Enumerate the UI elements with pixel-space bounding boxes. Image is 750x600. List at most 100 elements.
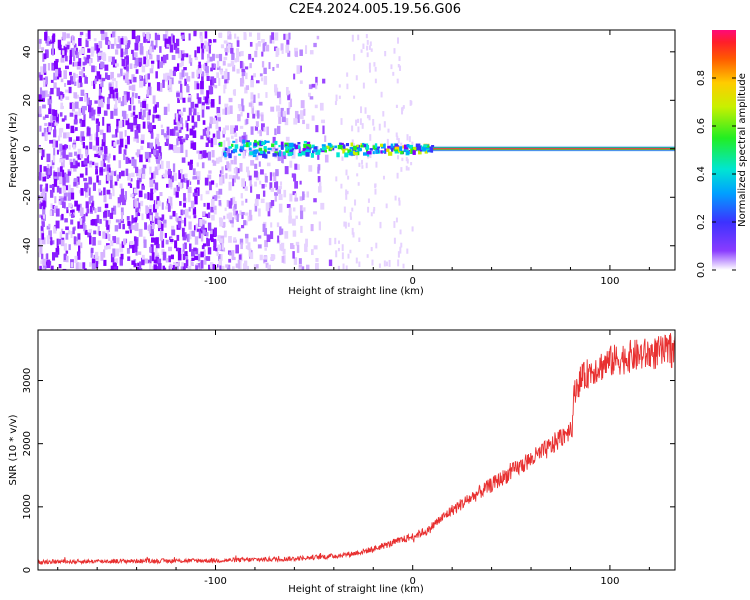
heatmap-cell <box>373 206 376 211</box>
heatmap-cell <box>92 182 97 191</box>
heatmap-cell <box>93 65 97 72</box>
heatmap-cell <box>132 111 136 116</box>
heatmap-cell <box>313 149 317 152</box>
heatmap-cell <box>102 163 106 167</box>
heatmap-cell <box>94 251 99 259</box>
heatmap-cell <box>346 72 349 77</box>
heatmap-cell <box>249 151 254 156</box>
heatmap-cell <box>428 146 433 152</box>
heatmap-cell <box>94 162 99 169</box>
heatmap-cell <box>276 63 279 68</box>
heatmap-cell <box>213 205 217 215</box>
heatmap-cell <box>184 254 189 260</box>
heatmap-cell <box>154 182 159 191</box>
heatmap-cell <box>151 237 155 243</box>
heatmap-cell <box>263 67 267 75</box>
heatmap-cell <box>188 206 191 212</box>
heatmap-cell <box>294 163 298 170</box>
heatmap-cell <box>206 214 210 219</box>
heatmap-cell <box>162 219 167 224</box>
heatmap-cell <box>228 258 232 263</box>
heatmap-cell <box>221 241 224 250</box>
heatmap-cell <box>167 203 171 212</box>
heatmap-cell <box>92 237 96 246</box>
heatmap-cell <box>196 69 199 78</box>
heatmap-cell <box>180 249 185 254</box>
heatmap-cell <box>98 146 103 156</box>
heatmap-cell <box>178 62 183 68</box>
heatmap-cell <box>44 31 48 41</box>
heatmap-cell <box>232 89 236 95</box>
heatmap-cell <box>345 169 348 176</box>
heatmap-cell <box>283 255 286 264</box>
heatmap-cell <box>372 151 375 155</box>
heatmap-cell <box>245 85 250 90</box>
heatmap-cell <box>369 153 372 159</box>
heatmap-cell <box>157 263 162 270</box>
heatmap-cell <box>171 265 175 270</box>
heatmap-cell <box>152 179 156 184</box>
heatmap-cell <box>97 180 102 186</box>
heatmap-cell <box>173 119 178 125</box>
heatmap-cell <box>106 174 110 181</box>
heatmap-cell <box>40 225 44 235</box>
heatmap-cell <box>149 193 154 201</box>
heatmap-cell <box>77 79 81 88</box>
heatmap-cell <box>200 194 203 201</box>
heatmap-cell <box>405 157 408 162</box>
heatmap-cell <box>345 265 348 270</box>
heatmap-cell <box>367 206 370 213</box>
heatmap-cell <box>373 126 376 131</box>
heatmap-cell <box>161 202 164 210</box>
heatmap-cell <box>308 92 311 97</box>
heatmap-cell <box>39 125 42 132</box>
heatmap-cell <box>134 217 138 223</box>
heatmap-cell <box>86 208 90 214</box>
heatmap-cell <box>79 97 83 102</box>
heatmap-cell <box>77 148 82 156</box>
heatmap-cell <box>74 236 78 242</box>
heatmap-cell <box>131 172 135 178</box>
heatmap-cell <box>168 255 171 263</box>
heatmap-cell <box>315 151 321 155</box>
heatmap-cell <box>103 216 108 221</box>
heatmap-cell <box>287 50 291 57</box>
heatmap-cell <box>310 224 314 232</box>
heatmap-cell <box>101 96 105 103</box>
heatmap-cell <box>147 259 151 264</box>
heatmap-cell <box>180 266 183 270</box>
heatmap-cell <box>279 97 282 105</box>
heatmap-cell <box>283 189 287 198</box>
heatmap-cell <box>44 90 48 97</box>
heatmap-cell <box>145 73 149 83</box>
heatmap-cell <box>153 149 157 156</box>
heatmap-cell <box>142 121 146 129</box>
heatmap-cell <box>257 32 261 41</box>
heatmap-cell <box>97 153 101 159</box>
heatmap-cell <box>152 125 156 129</box>
heatmap-cell <box>113 205 117 215</box>
heatmap-cell <box>142 100 147 109</box>
heatmap-cell <box>259 73 263 77</box>
heatmap-cell <box>212 117 216 124</box>
heatmap-cell <box>362 152 368 156</box>
heatmap-cell <box>200 87 204 95</box>
heatmap-cell <box>340 183 343 189</box>
colorbar-tick-label: 0.4 <box>696 166 707 182</box>
heatmap-cell <box>249 209 252 217</box>
heatmap-cell <box>188 54 192 64</box>
heatmap-cell <box>250 126 254 135</box>
heatmap-cell <box>38 38 42 44</box>
heatmap-cell <box>393 237 396 244</box>
heatmap-cell <box>241 98 244 107</box>
heatmap-cell <box>177 261 181 267</box>
heatmap-cell <box>300 110 304 120</box>
heatmap-cell <box>106 97 110 105</box>
heatmap-cell <box>218 188 223 195</box>
heatmap-cell <box>107 155 110 163</box>
heatmap-cell <box>346 190 349 195</box>
heatmap-cell <box>65 65 69 70</box>
heatmap-cell <box>189 230 192 240</box>
heatmap-cell <box>201 48 205 54</box>
heatmap-cell <box>210 180 215 185</box>
